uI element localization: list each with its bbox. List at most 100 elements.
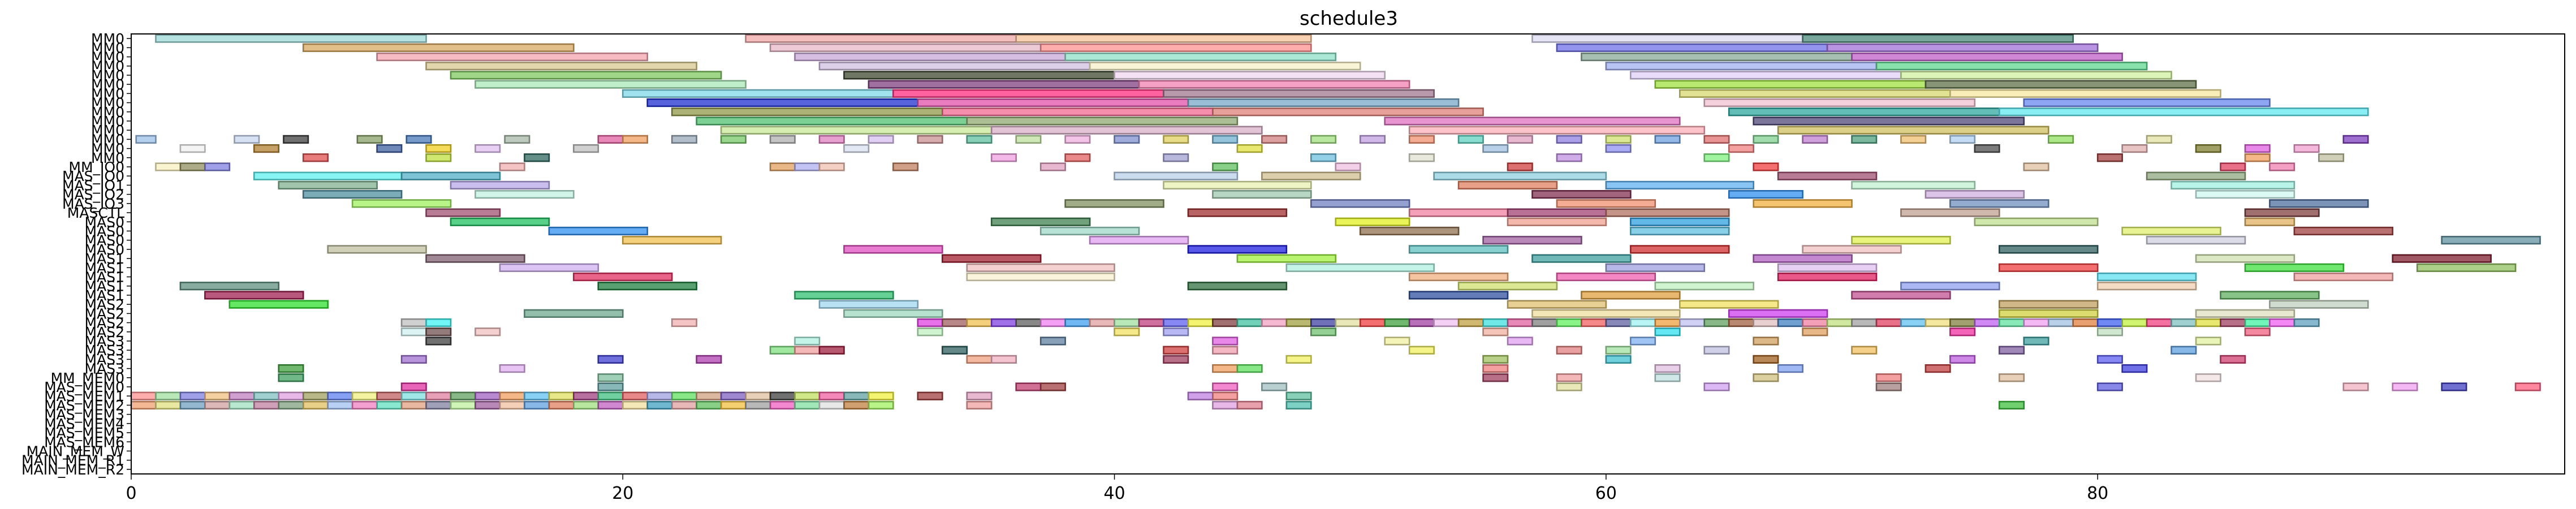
task-bar: [622, 135, 649, 144]
task-bar: [1753, 199, 1853, 208]
task-bar: [1408, 272, 1509, 282]
y-tick-label: MAIN_MEM_R1: [21, 452, 124, 469]
task-bar: [1777, 364, 1803, 373]
task-bar: [1531, 318, 1558, 327]
task-bar: [1384, 117, 1681, 126]
task-bar: [504, 135, 530, 144]
task-bar: [548, 226, 649, 236]
task-bar: [1064, 318, 1091, 327]
task-bar: [1753, 318, 1779, 327]
task-bar: [794, 346, 821, 355]
task-bar: [1310, 135, 1337, 144]
task-bar: [1728, 309, 1828, 318]
y-tick-label: MAS_MEM4: [44, 416, 124, 432]
task-bar: [474, 391, 501, 400]
task-bar: [1679, 300, 1779, 309]
task-bar: [425, 391, 452, 400]
y-tick-label: MAS_MEM0: [44, 379, 124, 395]
task-bar: [2096, 318, 2123, 327]
task-bar: [1163, 355, 1189, 364]
task-bar: [671, 318, 697, 327]
y-tick-label: MAS0: [85, 232, 124, 249]
y-tick-label: MAS1: [85, 287, 124, 304]
task-bar: [696, 400, 722, 410]
task-bar: [1654, 373, 1681, 382]
task-bar: [1064, 199, 1164, 208]
task-bar: [1408, 346, 1435, 355]
task-bar: [1900, 282, 2000, 291]
task-bar: [1507, 318, 1533, 327]
task-bar: [1433, 318, 1460, 327]
task-bar: [1581, 52, 1853, 62]
task-bar: [1457, 135, 1484, 144]
task-bar: [2096, 153, 2123, 162]
task-bar: [720, 400, 747, 410]
task-bar: [2220, 162, 2246, 171]
task-bar: [769, 400, 796, 410]
task-bar: [1039, 226, 1140, 236]
task-bar: [1212, 391, 1239, 400]
task-bar: [179, 282, 280, 291]
y-tick-label: MAS3: [85, 361, 124, 377]
y-tick-label: MAS_MEM3: [44, 407, 124, 423]
task-bar: [1654, 327, 1681, 337]
task-bar: [1457, 282, 1558, 291]
y-tick-label: MM0: [91, 31, 124, 47]
task-bar: [1482, 355, 1509, 364]
task-bar: [720, 126, 993, 135]
task-bar: [327, 400, 353, 410]
task-bar: [1949, 135, 1976, 144]
task-bar: [868, 400, 894, 410]
task-bar: [425, 254, 525, 263]
task-bar: [2293, 144, 2320, 153]
task-bar: [2514, 382, 2541, 391]
task-bar: [2416, 263, 2517, 272]
y-tick-label: MAIN_MEM_R2: [21, 461, 124, 478]
task-bar: [1728, 318, 1754, 327]
task-bar: [1556, 135, 1582, 144]
task-bar: [1114, 318, 1140, 327]
task-bar: [1457, 318, 1484, 327]
task-bar: [1039, 382, 1066, 391]
task-bar: [548, 400, 575, 410]
task-bar: [1605, 135, 1632, 144]
task-bar: [1753, 135, 1779, 144]
task-bar: [2195, 373, 2221, 382]
task-bar: [966, 263, 1115, 272]
task-bar: [2023, 162, 2049, 171]
task-bar: [1851, 52, 2123, 62]
task-bar: [769, 135, 796, 144]
task-bar: [450, 400, 476, 410]
task-bar: [1875, 318, 1902, 327]
task-bar: [696, 117, 968, 126]
task-bar: [1556, 199, 1656, 208]
task-bar: [155, 162, 182, 171]
task-bar: [1285, 263, 1435, 272]
task-bar: [2293, 226, 2394, 236]
task-bar: [179, 144, 206, 153]
y-tick-label: MM0: [91, 141, 124, 157]
task-bar: [1089, 62, 1361, 71]
task-bar: [1089, 236, 1189, 245]
y-tick-label: MM0: [91, 58, 124, 75]
y-tick-label: MM_IO0: [68, 159, 124, 175]
task-bar: [1703, 135, 1730, 144]
task-bar: [1875, 373, 1902, 382]
task-bar: [1261, 171, 1361, 180]
task-bar: [2269, 199, 2369, 208]
task-bar: [1187, 98, 1460, 107]
task-bar: [2195, 318, 2221, 327]
task-bar: [2195, 337, 2221, 346]
task-bar: [179, 162, 206, 171]
task-bar: [1753, 355, 1779, 364]
task-bar: [1212, 135, 1239, 144]
task-bar: [696, 391, 722, 400]
task-bar: [2244, 144, 2271, 153]
task-bar: [1114, 135, 1140, 144]
y-tick-label: MAS3: [85, 333, 124, 350]
task-bar: [1482, 144, 1509, 153]
task-bar: [1212, 346, 1239, 355]
task-bar: [400, 355, 427, 364]
task-bar: [843, 245, 943, 254]
task-bar: [966, 318, 993, 327]
